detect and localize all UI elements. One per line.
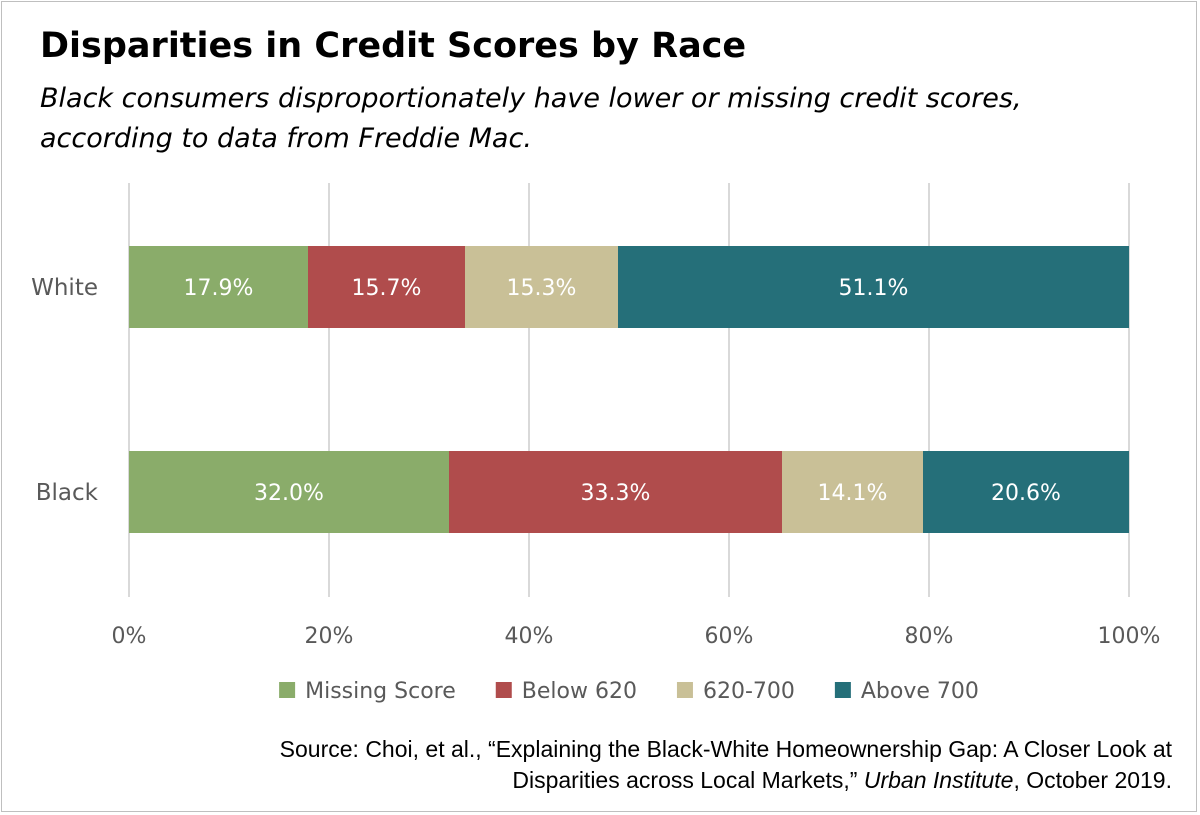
subtitle-line-1: Black consumers disproportionately have … [40,83,1022,114]
x-tick-label: 0% [112,624,147,649]
x-tick-labels: 0% 20% 40% 60% 80% 100% [112,624,1161,649]
bar-segment [782,451,923,533]
data-label: 15.7% [352,276,422,301]
data-label: 14.1% [818,481,888,506]
data-label: 20.6% [991,481,1061,506]
gridlines [128,183,1130,597]
data-labels: 17.9% 15.7% 15.3% 51.1% 32.0% 33.3% 14.1% 20.6% [184,276,1061,506]
bars [129,246,1129,533]
legend-label: Below 620 [522,679,637,704]
legend: Missing Score Below 620 620-700 Above 700 [279,679,979,704]
legend-label: Missing Score [305,679,456,704]
source-publication: Urban Institute [863,767,1014,793]
bar-segment [308,246,465,328]
bar-segment [449,451,782,533]
data-label: 15.3% [507,276,577,301]
legend-label: 620-700 [703,679,795,704]
legend-swatch [279,682,296,698]
source-line-1: Source: Choi, et al., “Explaining the Bl… [279,736,1172,762]
bar-segment [129,246,308,328]
x-tick-label: 40% [505,624,554,649]
bar-segment [129,451,449,533]
source-line-2b: , October 2019. [1013,767,1172,793]
x-tick-label: 20% [305,624,354,649]
subtitle-line-2: according to data from Freddie Mac. [40,123,532,154]
x-tick-label: 80% [905,624,954,649]
x-tick-label: 60% [705,624,754,649]
legend-swatch [834,682,851,698]
chart-title: Disparities in Credit Scores by Race [40,26,747,66]
legend-label: Above 700 [861,679,979,704]
data-label: 33.3% [581,481,651,506]
legend-swatch [676,682,693,698]
source-note: Source: Choi, et al., “Explaining the Bl… [280,734,1172,796]
bar-segment [618,246,1129,328]
source-line-2a: Disparities across Local Markets,” [512,767,864,793]
category-labels: White Black [31,275,99,506]
category-label: White [31,275,98,301]
bar-segment [465,246,618,328]
data-label: 17.9% [184,276,254,301]
x-tick-label: 100% [1098,624,1161,649]
bar-segment [923,451,1129,533]
legend-swatch [495,682,512,698]
data-label: 51.1% [839,276,909,301]
chart-subtitle: Black consumers disproportionately have … [40,79,1160,159]
category-label: Black [36,480,99,506]
data-label: 32.0% [254,481,324,506]
